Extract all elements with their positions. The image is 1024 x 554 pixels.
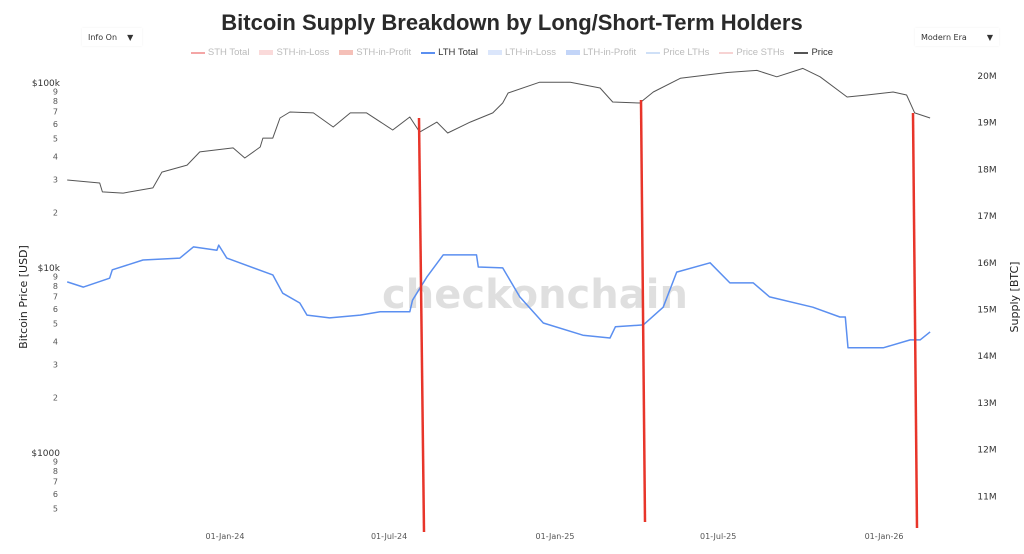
legend-item[interactable]: STH-in-Loss bbox=[259, 47, 329, 58]
x-tick-label: 01-Jan-26 bbox=[865, 532, 904, 541]
y-left-tick-label: 6 bbox=[53, 305, 58, 314]
y-right-tick-label: 19M bbox=[977, 119, 996, 129]
legend-item[interactable]: STH-in-Profit bbox=[339, 47, 411, 58]
y-right-tick-label: 12M bbox=[977, 446, 996, 456]
y-left-tick-label: $1000 bbox=[31, 449, 60, 459]
y-left-tick-label: 2 bbox=[53, 393, 58, 402]
legend-label: STH Total bbox=[207, 47, 250, 58]
y-left-tick-label: 9 bbox=[53, 87, 58, 96]
series-line-lth-total bbox=[66, 244, 931, 349]
legend-label: Price bbox=[811, 47, 834, 58]
legend-swatch bbox=[421, 51, 436, 54]
y-left-tick-label: 8 bbox=[53, 282, 58, 291]
era-dropdown[interactable]: Modern Era ▼ bbox=[915, 28, 999, 46]
x-tick-label: 01-Jul-25 bbox=[700, 532, 736, 541]
y-right-tick-label: 11M bbox=[977, 492, 996, 502]
legend-item[interactable]: Price bbox=[794, 47, 833, 58]
legend-swatch bbox=[487, 50, 502, 55]
era-dropdown-label: Modern Era bbox=[921, 32, 967, 42]
y-left-tick-label: 3 bbox=[53, 176, 58, 185]
caret-down-icon: ▼ bbox=[127, 32, 134, 42]
y-left-tick-label: 9 bbox=[53, 272, 58, 281]
y-left-tick-label: 7 bbox=[53, 293, 58, 302]
y-left-tick-label: 8 bbox=[53, 97, 58, 106]
y-left-tick-label: 9 bbox=[53, 457, 58, 466]
legend-swatch bbox=[339, 50, 354, 55]
y-left-tick-label: $10k bbox=[38, 264, 61, 274]
red-marker-line bbox=[911, 112, 919, 529]
legend: STH Total STH-in-Loss STH-in-Profit LTH Tot… bbox=[0, 47, 1024, 58]
y-left-tick-label: 6 bbox=[53, 120, 58, 129]
legend-item[interactable]: LTH Total bbox=[421, 47, 478, 58]
red-marker-line bbox=[639, 99, 647, 523]
x-tick-label: 01-Jul-24 bbox=[371, 532, 407, 541]
y-axis-right: 20M 19M 18M 17M 16M 15M 14M 13M 12M 11M bbox=[977, 72, 996, 502]
y-left-tick-label: 5 bbox=[53, 320, 58, 329]
legend-label: LTH Total bbox=[438, 47, 478, 58]
y-right-tick-label: 16M bbox=[977, 259, 996, 269]
watermark: checkonchain bbox=[382, 272, 688, 318]
legend-item[interactable]: LTH-in-Loss bbox=[487, 47, 556, 58]
x-tick-label: 01-Jan-24 bbox=[206, 532, 245, 541]
info-dropdown[interactable]: Info On ▼ bbox=[82, 28, 142, 46]
legend-swatch bbox=[719, 51, 734, 54]
y-left-tick-label: $100k bbox=[32, 79, 61, 89]
y-axis-right-title: Supply [BTC] bbox=[1008, 262, 1021, 333]
y-right-tick-label: 20M bbox=[977, 72, 996, 82]
legend-swatch bbox=[794, 51, 809, 54]
caret-down-icon: ▼ bbox=[986, 32, 993, 42]
y-left-tick-label: 3 bbox=[53, 361, 58, 370]
legend-item[interactable]: LTH-in-Profit bbox=[565, 47, 637, 58]
info-dropdown-label: Info On bbox=[88, 32, 118, 42]
legend-item[interactable]: Price STHs bbox=[719, 47, 784, 58]
y-left-tick-label: 2 bbox=[53, 208, 58, 217]
legend-label: LTH-in-Profit bbox=[582, 47, 637, 58]
series-line-price bbox=[67, 67, 931, 194]
y-left-tick-label: 7 bbox=[53, 478, 58, 487]
chart-title: Bitcoin Supply Breakdown by Long/Short-T… bbox=[221, 10, 803, 35]
red-marker-line bbox=[417, 117, 426, 533]
legend-label: STH-in-Loss bbox=[276, 47, 330, 58]
legend-item[interactable]: Price LTHs bbox=[646, 47, 709, 58]
y-right-tick-label: 18M bbox=[977, 165, 996, 175]
y-right-tick-label: 13M bbox=[977, 399, 996, 409]
legend-swatch bbox=[259, 50, 274, 55]
y-left-tick-label: 5 bbox=[53, 505, 58, 514]
legend-label: Price LTHs bbox=[663, 47, 710, 58]
legend-label: Price STHs bbox=[736, 47, 785, 58]
legend-label: STH-in-Profit bbox=[356, 47, 412, 58]
y-right-tick-label: 15M bbox=[977, 306, 996, 316]
legend-swatch bbox=[646, 51, 661, 54]
annotation-markers bbox=[417, 99, 919, 533]
y-axis-left-title: Bitcoin Price [USD] bbox=[17, 245, 30, 349]
y-left-tick-label: 6 bbox=[53, 490, 58, 499]
y-left-tick-label: 8 bbox=[53, 467, 58, 476]
series-group bbox=[66, 67, 931, 349]
x-tick-label: 01-Jan-25 bbox=[536, 532, 575, 541]
legend-swatch bbox=[190, 51, 205, 54]
y-left-tick-label: 7 bbox=[53, 108, 58, 117]
y-left-tick-label: 5 bbox=[53, 135, 58, 144]
y-left-tick-label: 4 bbox=[53, 153, 58, 162]
y-right-tick-label: 14M bbox=[977, 352, 996, 362]
legend-swatch bbox=[565, 50, 580, 55]
x-axis: 01-Jan-24 01-Jul-24 01-Jan-25 01-Jul-25 01-J… bbox=[206, 532, 904, 541]
legend-item[interactable]: STH Total bbox=[190, 47, 250, 58]
legend-label: LTH-in-Loss bbox=[504, 47, 556, 58]
y-left-tick-label: 4 bbox=[53, 338, 58, 347]
y-right-tick-label: 17M bbox=[977, 212, 996, 222]
